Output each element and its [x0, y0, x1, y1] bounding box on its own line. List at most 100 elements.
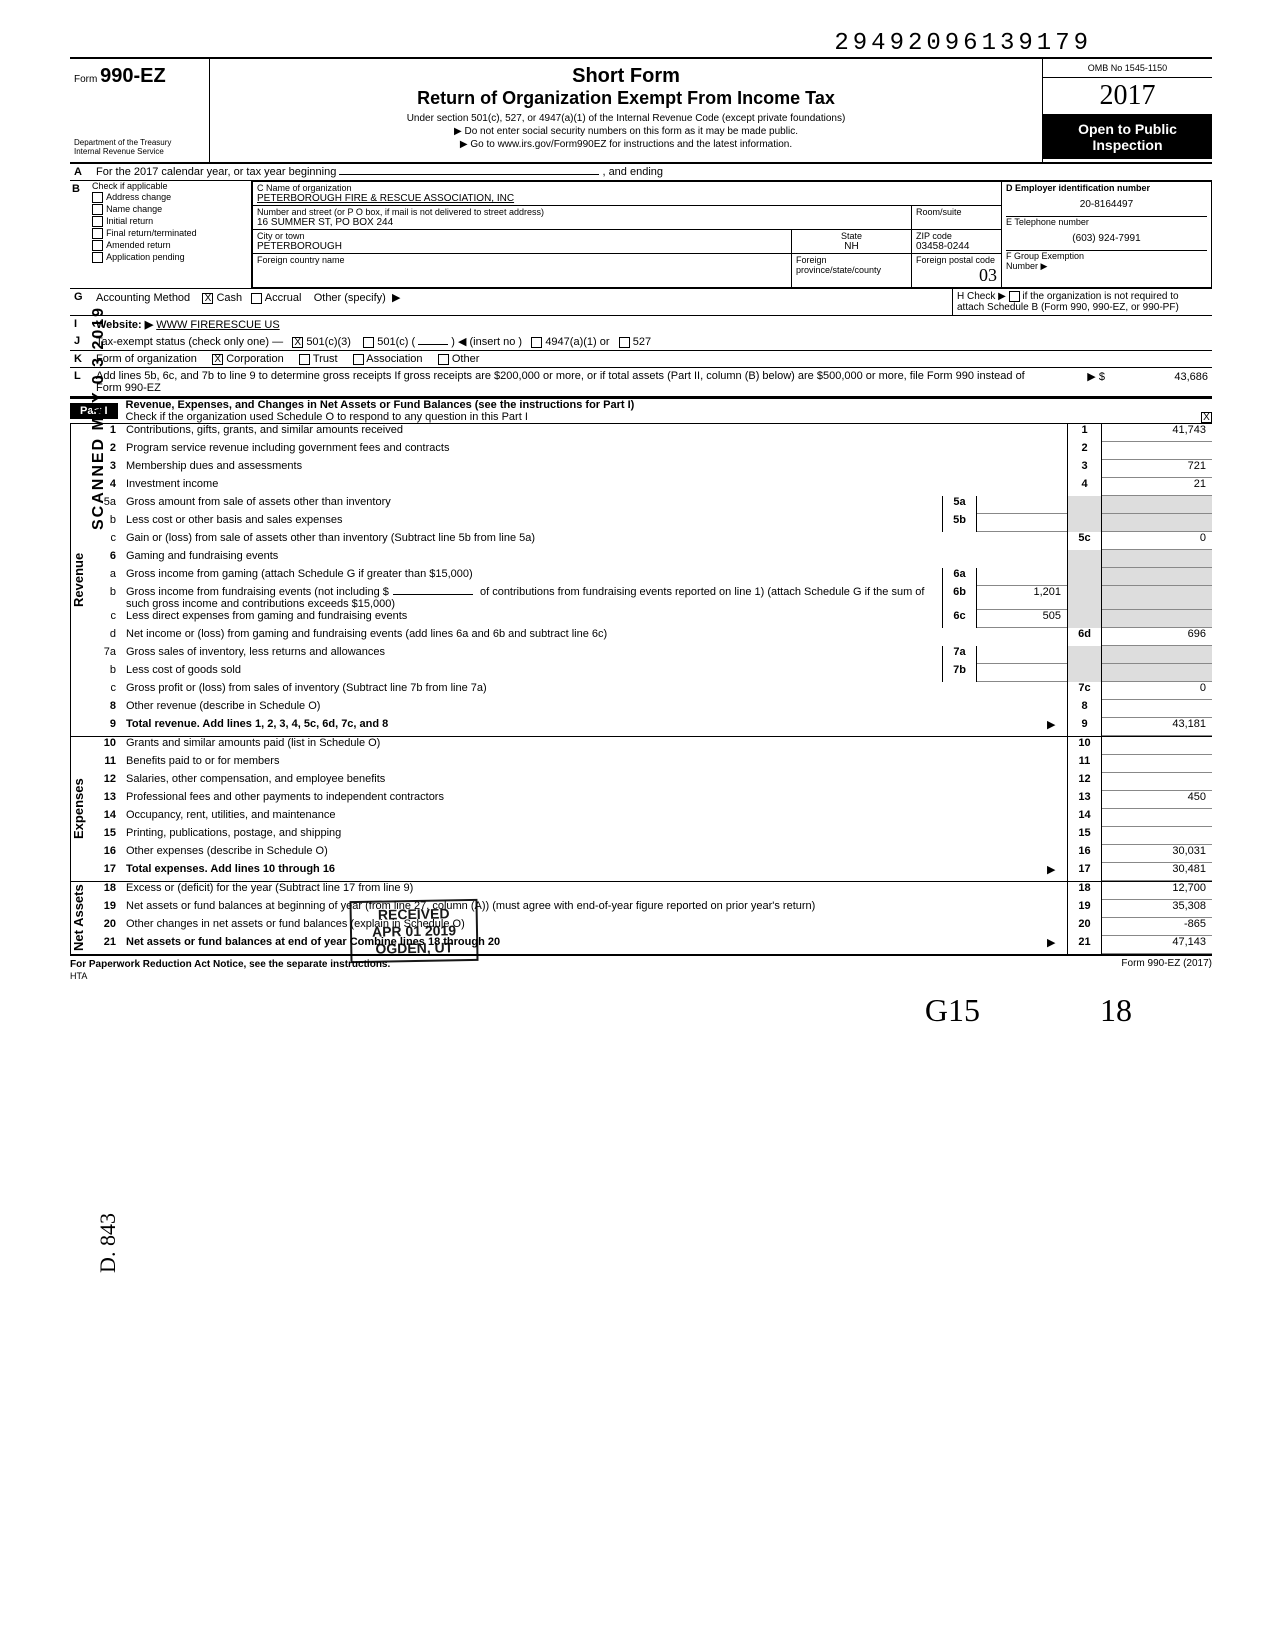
e-phone-label: E Telephone number: [1006, 216, 1207, 227]
part1-title: Revenue, Expenses, and Changes in Net As…: [126, 399, 1212, 411]
l-text: Add lines 5b, 6c, and 7b to line 9 to de…: [92, 368, 1032, 396]
revenue-label: Revenue: [70, 424, 92, 736]
line-3: 3Membership dues and assessments3721: [92, 460, 1212, 478]
tax-year: 2017: [1043, 78, 1212, 115]
expenses-label: Expenses: [70, 737, 92, 881]
checkbox-initial-return[interactable]: [92, 216, 103, 227]
line-4: 4Investment income421: [92, 478, 1212, 496]
checkbox-4947a1[interactable]: [531, 337, 542, 348]
city-label: City or town: [257, 231, 787, 241]
other-org-label: Other: [452, 353, 480, 365]
street-value: 16 SUMMER ST, PO BOX 244: [257, 217, 907, 228]
state-value: NH: [796, 241, 907, 252]
c-name-label: C Name of organization: [257, 183, 997, 193]
omb-number: OMB No 1545-1150: [1043, 59, 1212, 78]
insert-no-label: ) ◀ (insert no ): [451, 336, 522, 348]
corp-label: Corporation: [226, 353, 283, 365]
b-label: Check if applicable: [92, 181, 251, 191]
checkbox-527[interactable]: [619, 337, 630, 348]
accrual-label: Accrual: [265, 292, 302, 304]
line-13: 13Professional fees and other payments t…: [92, 791, 1212, 809]
527-label: 527: [633, 336, 651, 348]
form-number: 990-EZ: [100, 65, 166, 87]
line-7b: bLess cost of goods sold7b: [92, 664, 1212, 682]
checkbox-h[interactable]: [1009, 291, 1020, 302]
title-return: Return of Organization Exempt From Incom…: [220, 88, 1032, 109]
line-20: 20Other changes in net assets or fund ba…: [92, 918, 1212, 936]
dept-treasury: Department of the Treasury: [74, 138, 205, 147]
line-6c: cLess direct expenses from gaming and fu…: [92, 610, 1212, 628]
foreign-province-label: Foreign province/state/county: [796, 255, 907, 275]
line-19: 19Net assets or fund balances at beginni…: [92, 900, 1212, 918]
stamp-date: APR 01 2019: [372, 922, 456, 940]
expenses-section: Expenses 10Grants and similar amounts pa…: [70, 737, 1212, 882]
opt-name-change: Name change: [106, 204, 162, 214]
opt-final-return: Final return/terminated: [106, 228, 197, 238]
line-18: 18Excess or (deficit) for the year (Subt…: [92, 882, 1212, 900]
checkbox-accrual[interactable]: [251, 293, 262, 304]
scanned-stamp: SCANNED MAY 0 3 2019: [90, 306, 108, 530]
opt-app-pending: Application pending: [106, 252, 185, 262]
l-dollar-symbol: ▶ $: [1087, 371, 1105, 383]
checkbox-501c[interactable]: [363, 337, 374, 348]
other-specify-label: Other (specify): [314, 292, 386, 304]
opt-address-change: Address change: [106, 192, 171, 202]
line-6: 6Gaming and fundraising events: [92, 550, 1212, 568]
checkbox-address-change[interactable]: [92, 192, 103, 203]
line-5a: 5aGross amount from sale of assets other…: [92, 496, 1212, 514]
zip-value: 03458-0244: [916, 241, 997, 252]
irs-label: Internal Revenue Service: [74, 147, 205, 156]
trust-label: Trust: [313, 353, 338, 365]
line-a-ending: , and ending: [602, 166, 663, 178]
ein-value: 20-8164497: [1006, 193, 1207, 216]
line-21: 21Net assets or fund balances at end of …: [92, 936, 1212, 954]
form-label: Form: [74, 74, 97, 85]
checkbox-app-pending[interactable]: [92, 252, 103, 263]
stamp-location: OGDEN, UT: [372, 939, 456, 957]
open-public-1: Open to Public: [1045, 121, 1210, 137]
checkbox-schedule-o[interactable]: X: [1201, 412, 1212, 423]
opt-initial-return: Initial return: [106, 216, 153, 226]
org-name: PETERBOROUGH FIRE & RESCUE ASSOCIATION, …: [257, 193, 997, 204]
checkbox-trust[interactable]: [299, 354, 310, 365]
line-16: 16Other expenses (describe in Schedule O…: [92, 845, 1212, 863]
checkbox-amended[interactable]: [92, 240, 103, 251]
title-short-form: Short Form: [220, 65, 1032, 88]
foreign-postal-label: Foreign postal code: [916, 255, 997, 265]
subtitle-2: ▶ Do not enter social security numbers o…: [220, 126, 1032, 137]
line-15: 15Printing, publications, postage, and s…: [92, 827, 1212, 845]
l-gross-receipts: 43,686: [1108, 371, 1208, 383]
k-label: Form of organization: [96, 353, 197, 365]
line-6d: dNet income or (loss) from gaming and fu…: [92, 628, 1212, 646]
checkbox-cash[interactable]: X: [202, 293, 213, 304]
state-label: State: [796, 231, 907, 241]
checkbox-final-return[interactable]: [92, 228, 103, 239]
revenue-section: Revenue 1Contributions, gifts, grants, a…: [70, 424, 1212, 737]
website-value: WWW FIRERESCUE US: [156, 319, 279, 331]
g-accounting-label: Accounting Method: [96, 292, 190, 304]
checkbox-name-change[interactable]: [92, 204, 103, 215]
line-6a: aGross income from gaming (attach Schedu…: [92, 568, 1212, 586]
f-number-label: Number ▶: [1006, 261, 1047, 271]
signature-2: 18: [1100, 992, 1132, 1029]
cash-label: Cash: [216, 292, 242, 304]
line-14: 14Occupancy, rent, utilities, and mainte…: [92, 809, 1212, 827]
form-header: Form 990-EZ Department of the Treasury I…: [70, 57, 1212, 164]
line-17: 17Total expenses. Add lines 10 through 1…: [92, 863, 1212, 881]
hta-label: HTA: [70, 971, 87, 981]
assoc-label: Association: [366, 353, 422, 365]
checkbox-assoc[interactable]: [353, 354, 364, 365]
footer-form: Form 990-EZ (2017): [1121, 958, 1212, 982]
checkbox-other-org[interactable]: [438, 354, 449, 365]
line-12: 12Salaries, other compensation, and empl…: [92, 773, 1212, 791]
checkbox-501c3[interactable]: X: [292, 337, 303, 348]
foreign-country-label: Foreign country name: [257, 255, 787, 265]
subtitle-3: ▶ Go to www.irs.gov/Form990EZ for instru…: [220, 139, 1032, 150]
f-group-label: F Group Exemption: [1006, 251, 1084, 261]
line-6b: bGross income from fundraising events (n…: [92, 586, 1212, 610]
netassets-label: Net Assets: [70, 882, 92, 954]
pra-notice: For Paperwork Reduction Act Notice, see …: [70, 959, 390, 970]
hand-annotation: 03: [916, 265, 997, 286]
checkbox-corp[interactable]: X: [212, 354, 223, 365]
line-7c: cGross profit or (loss) from sales of in…: [92, 682, 1212, 700]
